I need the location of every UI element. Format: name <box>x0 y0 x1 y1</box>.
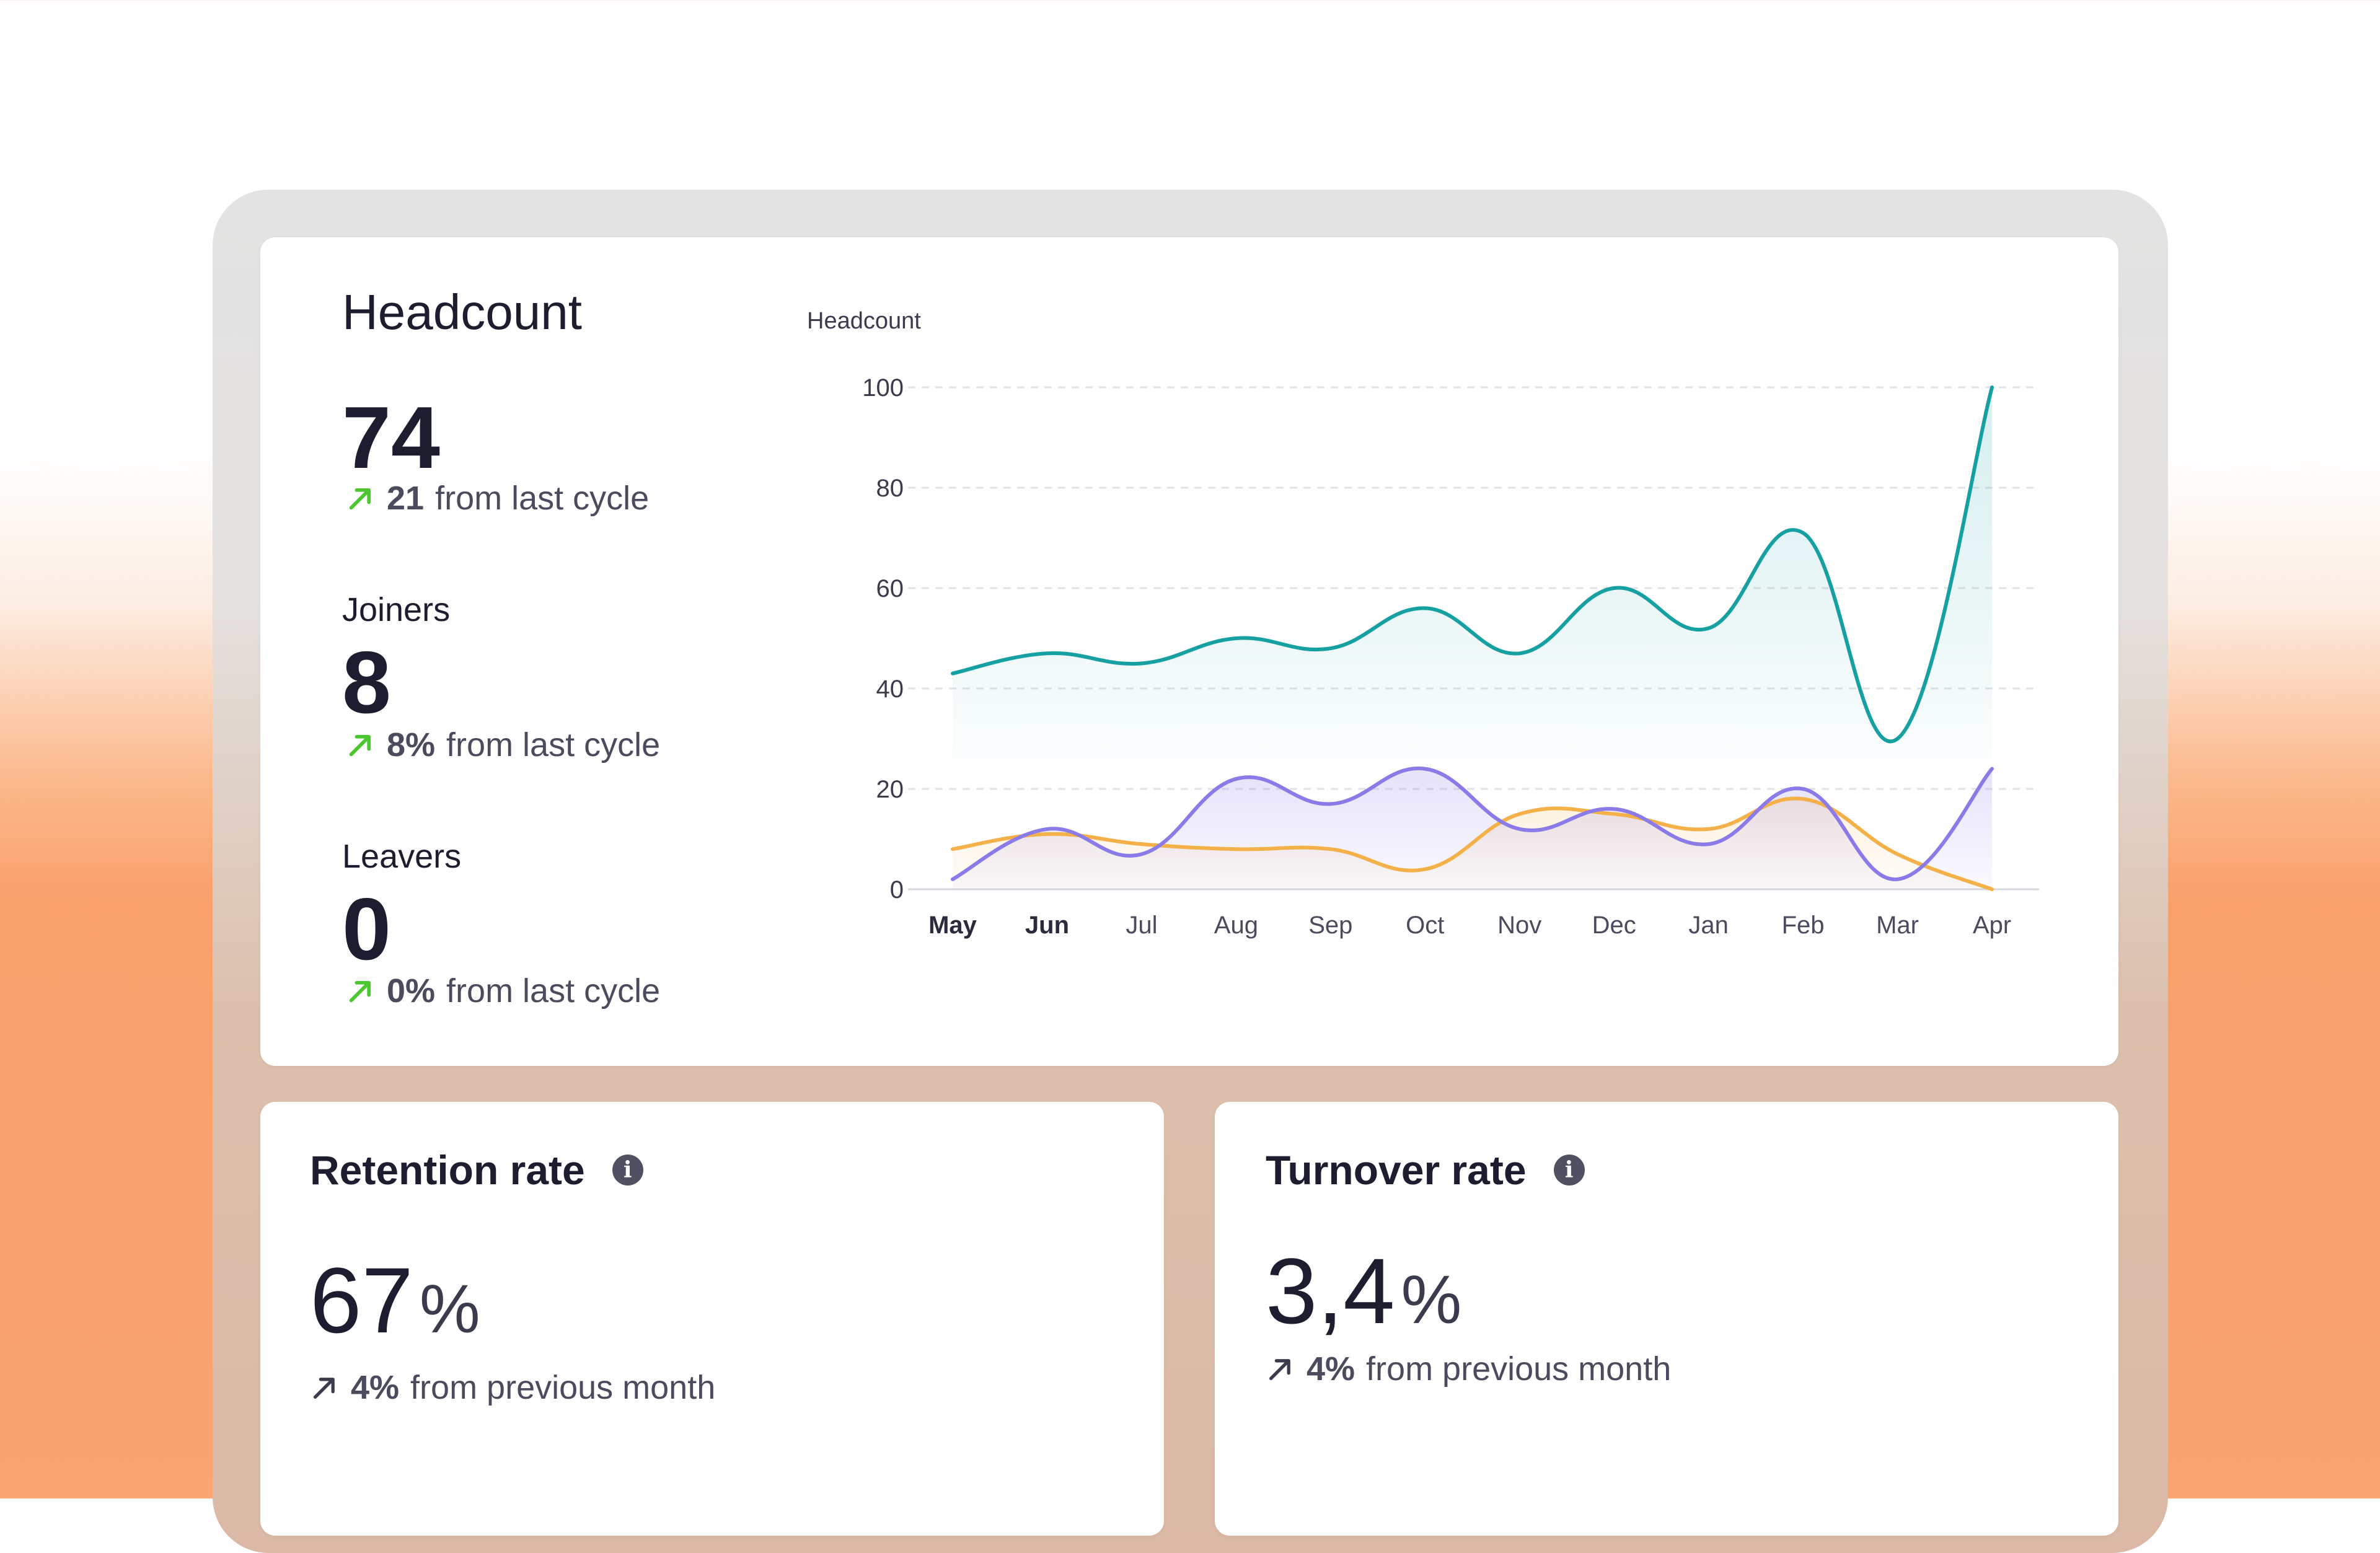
x-tick-label: Jun <box>1025 912 1069 939</box>
joiners-change: 8% from last cycle <box>347 726 660 764</box>
leavers-label: Leavers <box>342 838 462 875</box>
turnover-rate-card: Turnover rate i 3,4% 4% from previous mo… <box>1215 1102 2118 1536</box>
turnover-title: Turnover rate i <box>1266 1146 1585 1194</box>
trend-up-arrow-icon <box>1269 1359 1290 1381</box>
joiners-value: 8 <box>342 633 391 732</box>
x-tick-label: Feb <box>1782 912 1825 939</box>
leavers-change: 0% from last cycle <box>347 972 660 1010</box>
x-tick-label: Aug <box>1214 912 1258 939</box>
info-icon[interactable]: i <box>1553 1155 1585 1186</box>
retention-change: 4% from previous month <box>311 1368 715 1407</box>
x-tick-label: Dec <box>1592 912 1636 939</box>
trend-up-arrow-icon <box>313 1378 335 1399</box>
y-tick-label: 20 <box>876 776 904 803</box>
turnover-change-text: from previous month <box>1366 1350 1672 1388</box>
leavers-change-value: 0% <box>387 972 436 1010</box>
retention-value-number: 67 <box>310 1248 413 1352</box>
info-icon[interactable]: i <box>612 1155 643 1186</box>
leavers-change-text: from last cycle <box>446 972 661 1010</box>
headcount-value: 74 <box>342 389 440 487</box>
turnover-change: 4% from previous month <box>1267 1350 1671 1388</box>
x-tick-label: Apr <box>1973 912 2011 939</box>
headcount-change-text: from last cycle <box>435 480 650 517</box>
retention-value-unit: % <box>419 1271 480 1347</box>
y-tick-label: 60 <box>876 575 904 602</box>
headcount-area <box>953 387 1992 759</box>
turnover-change-value: 4% <box>1307 1350 1355 1388</box>
x-tick-label: May <box>928 912 977 939</box>
x-tick-label: Jul <box>1126 912 1157 939</box>
x-tick-label: Sep <box>1308 912 1352 939</box>
joiners-change-value: 8% <box>387 726 436 763</box>
retention-rate-card: Retention rate i 67% 4% from previous mo… <box>260 1102 1164 1536</box>
headcount-change-value: 21 <box>387 480 425 517</box>
y-tick-label: 40 <box>876 675 904 703</box>
retention-value: 67% <box>310 1254 480 1347</box>
y-tick-label: 0 <box>890 876 904 904</box>
turnover-value-unit: % <box>1401 1262 1462 1338</box>
turnover-title-text: Turnover rate <box>1266 1147 1527 1193</box>
x-tick-label: Nov <box>1497 912 1541 939</box>
trend-up-arrow-icon <box>349 980 371 1003</box>
x-tick-label: Mar <box>1876 912 1919 939</box>
trend-up-arrow-icon <box>349 734 371 757</box>
retention-change-text: from previous month <box>410 1369 716 1406</box>
joiners-label: Joiners <box>342 591 451 628</box>
retention-title: Retention rate i <box>310 1146 643 1194</box>
joiners-area <box>953 768 1992 889</box>
trend-up-arrow-icon <box>349 488 371 510</box>
turnover-value-number: 3,4 <box>1266 1239 1395 1343</box>
retention-title-text: Retention rate <box>310 1147 585 1193</box>
headcount-title: Headcount <box>342 284 582 340</box>
x-tick-label: Oct <box>1406 912 1444 939</box>
chart-ylabel: Headcount <box>807 308 921 334</box>
joiners-change-text: from last cycle <box>446 726 661 763</box>
joiners-series-line <box>951 766 1994 881</box>
y-tick-label: 80 <box>876 475 904 502</box>
retention-change-value: 4% <box>351 1369 400 1406</box>
headcount-line-chart: Headcount 0 20 40 60 80 100 May Jun Jul Aug Sep Oc… <box>807 308 2039 939</box>
turnover-value: 3,4% <box>1266 1244 1461 1337</box>
leavers-value: 0 <box>342 880 391 979</box>
leavers-series-line <box>951 796 1994 891</box>
headcount-series-line <box>951 385 1994 743</box>
x-tick-label: Jan <box>1688 912 1729 939</box>
headcount-change: 21 from last cycle <box>347 479 649 517</box>
y-tick-label: 100 <box>862 374 904 402</box>
